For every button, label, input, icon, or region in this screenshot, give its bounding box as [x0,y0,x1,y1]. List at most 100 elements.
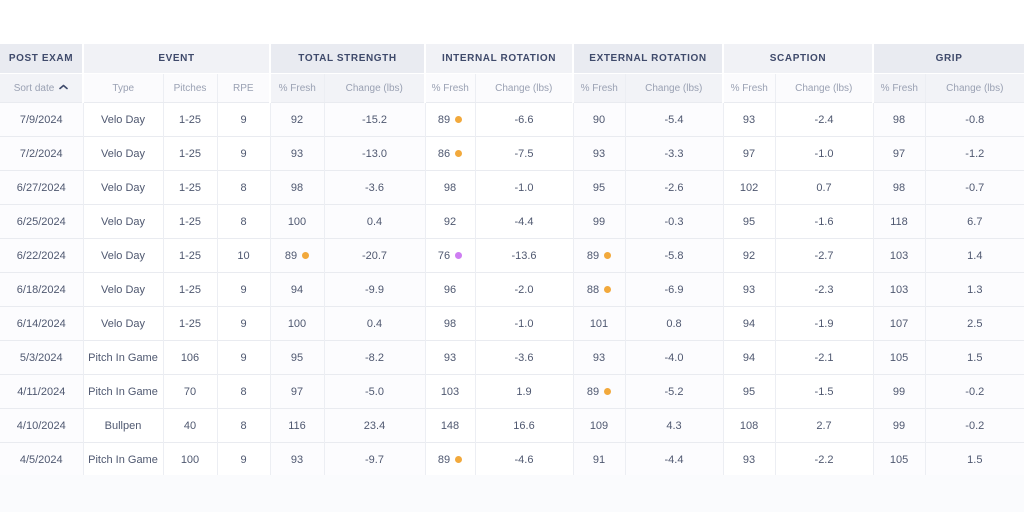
grip-fresh-cell: 99 [872,374,926,409]
scaption-change-cell-value: 0.7 [816,181,832,194]
type-cell-value: Velo Day [100,147,146,160]
rpe-cell: 8 [216,204,270,239]
external_rotation-change-cell-value: -6.9 [664,283,684,296]
sort-ascending-icon [59,84,69,89]
grip-fresh-cell-value: 99 [892,385,906,398]
column-group-header-external-rotation: EXTERNAL ROTATION [571,44,724,74]
pitches-cell: 100 [162,442,217,477]
grip-change-cell-value: -0.2 [965,385,985,398]
table-row[interactable]: 4/10/2024 Bullpen 40 8 116 23.4 148 16.6 109 4.3 1… [0,408,1024,443]
date-cell: 4/10/2024 [0,408,83,443]
column-group-header-scaption: SCAPTION [722,44,874,74]
total_strength-change-cell-value: -13.0 [361,147,388,160]
table-row[interactable]: 6/22/2024 Velo Day 1-25 10 89 -20.7 76 -13.6 89 -… [0,238,1024,273]
total_strength-change-cell-value: -20.7 [361,249,388,262]
total_strength-change-cell: -5.0 [323,374,425,409]
external_rotation-fresh-cell-value: 101 [589,317,609,330]
column-group-label: EVENT [158,53,195,64]
rpe-cell-value: 8 [240,385,247,398]
scaption-fresh-cell-value: 93 [742,283,756,296]
internal_rotation-fresh-cell: 92 [424,204,475,239]
scaption-fresh-cell: 95 [722,204,776,239]
orange-alert-dot-icon [604,285,612,293]
external_rotation-change-cell: -4.4 [624,442,724,477]
total_strength-fresh-cell-value: 100 [287,317,307,330]
pitches-cell-value: 70 [183,385,197,398]
total_strength-fresh-cell: 93 [269,442,324,477]
type-cell: Pitch In Game [82,340,163,375]
pitches-cell: 1-25 [162,136,217,171]
table-row[interactable]: 6/25/2024 Velo Day 1-25 8 100 0.4 92 -4.4 99 -0.3… [0,204,1024,239]
total_strength-change-cell-value: -9.7 [365,453,384,466]
date-cell: 6/14/2024 [0,306,83,341]
column-group-header-row: POST EXAM EVENT TOTAL STRENGTH INTERNAL ROT… [0,44,1024,74]
column-header-scaption-fresh: % Fresh [722,73,776,103]
internal_rotation-change-cell-value: 16.6 [513,419,535,432]
internal_rotation-change-cell: 1.9 [474,374,573,409]
internal_rotation-fresh-cell-value: 98 [443,181,457,194]
grip-fresh-cell: 103 [872,238,926,273]
orange-alert-dot-icon [455,455,463,463]
external_rotation-fresh-cell-value: 90 [592,113,606,126]
column-header-label: Type [112,82,135,94]
rpe-cell-value: 8 [240,419,247,432]
scaption-fresh-cell: 97 [722,136,776,171]
scaption-change-cell-value: 2.7 [816,419,832,432]
rpe-cell: 8 [216,170,270,205]
total_strength-change-cell: -3.6 [323,170,425,205]
table-row[interactable]: 4/5/2024 Pitch In Game 100 9 93 -9.7 89 -4.6 91 -… [0,442,1024,477]
date-cell-value: 6/22/2024 [16,249,66,262]
table-row[interactable]: 4/11/2024 Pitch In Game 70 8 97 -5.0 103 1.9 89 -… [0,374,1024,409]
pitches-cell: 1-25 [162,272,217,307]
rpe-cell: 9 [216,340,270,375]
total_strength-change-cell-value: 0.4 [366,215,383,228]
pitches-cell-value: 1-25 [178,215,202,228]
pitches-cell: 70 [162,374,217,409]
scaption-change-cell-value: -1.6 [814,215,834,228]
table-row[interactable]: 7/9/2024 Velo Day 1-25 9 92 -15.2 89 -6.6 90 -5.4… [0,102,1024,137]
type-cell-value: Bullpen [104,419,142,432]
table-row[interactable]: 7/2/2024 Velo Day 1-25 9 93 -13.0 86 -7.5 93 -3.3… [0,136,1024,171]
date-cell: 5/3/2024 [0,340,83,375]
internal_rotation-change-cell-value: 1.9 [516,385,532,398]
column-header-label: % Fresh [880,82,918,94]
scaption-fresh-cell-value: 94 [742,317,756,330]
external_rotation-fresh-cell: 89 [572,238,625,273]
grip-fresh-cell: 103 [872,272,926,307]
total_strength-fresh-cell-value: 94 [290,283,304,296]
scaption-fresh-cell: 93 [722,442,776,477]
table-row[interactable]: 6/18/2024 Velo Day 1-25 9 94 -9.9 96 -2.0 88 -6.9… [0,272,1024,307]
table-row[interactable]: 6/27/2024 Velo Day 1-25 8 98 -3.6 98 -1.0 95 -2.6… [0,170,1024,205]
external_rotation-fresh-cell-value: 91 [592,453,606,466]
external_rotation-change-cell: -2.6 [624,170,724,205]
internal_rotation-fresh-cell: 93 [424,340,475,375]
internal_rotation-change-cell-value: -1.0 [514,317,534,330]
external_rotation-change-cell-value: -0.3 [664,215,684,228]
external_rotation-fresh-cell-value: 93 [592,147,606,160]
internal_rotation-fresh-cell-value: 89 [437,113,451,126]
rpe-cell: 8 [216,408,270,443]
external_rotation-fresh-cell: 95 [572,170,625,205]
pitches-cell: 40 [162,408,217,443]
rpe-cell: 9 [216,442,270,477]
total_strength-change-cell: -9.7 [323,442,425,477]
column-group-label: TOTAL STRENGTH [298,53,397,64]
column-header-label: Change (lbs) [495,82,553,94]
type-cell: Bullpen [82,408,163,443]
grip-fresh-cell-value: 105 [889,351,909,364]
column-header-label: % Fresh [431,82,469,94]
external_rotation-change-cell: -6.9 [624,272,724,307]
column-group-header-grip: GRIP [872,44,1024,74]
table-row[interactable]: 5/3/2024 Pitch In Game 106 9 95 -8.2 93 -3.6 93 -… [0,340,1024,375]
type-cell: Velo Day [82,102,163,137]
internal_rotation-fresh-cell: 89 [424,102,475,137]
internal_rotation-fresh-cell: 89 [424,442,475,477]
sort-date-header[interactable]: Sort date [0,73,83,103]
column-group-label: POST EXAM [8,53,74,64]
external_rotation-fresh-cell: 88 [572,272,625,307]
external_rotation-fresh-cell: 89 [572,374,625,409]
column-header-label: Change (lbs) [345,82,403,94]
table-row[interactable]: 6/14/2024 Velo Day 1-25 9 100 0.4 98 -1.0 101 0.8… [0,306,1024,341]
external_rotation-change-cell-value: -5.2 [664,385,684,398]
grip-fresh-cell: 98 [872,170,926,205]
